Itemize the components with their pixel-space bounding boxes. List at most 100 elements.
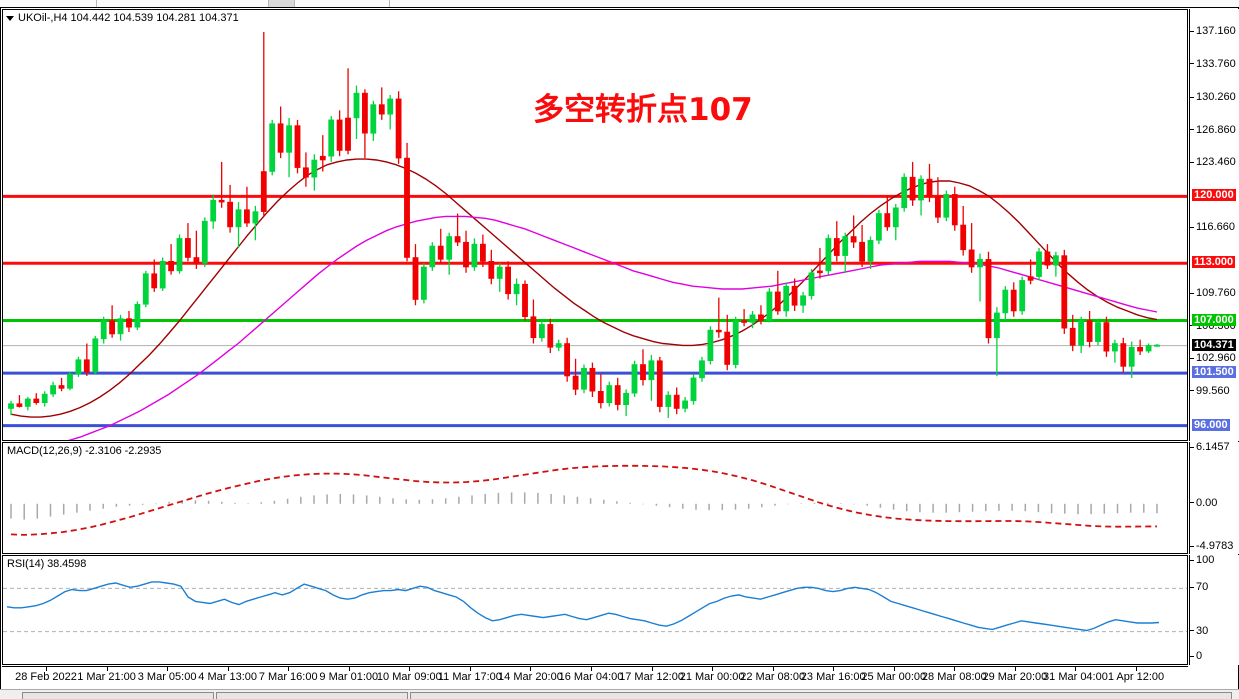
macd-scale[interactable]: 6.1457 0.00 -4.9783: [1189, 442, 1239, 554]
price-level-tag[interactable]: 101.500: [1192, 366, 1236, 379]
taskbar-item-3[interactable]: [410, 692, 1232, 699]
candle-body: [302, 167, 309, 178]
rsi-chart-svg: [3, 581, 1187, 633]
candle-body: [488, 261, 495, 279]
time-axis-label: 31 Mar 04:00: [1043, 671, 1108, 683]
time-tick: [833, 667, 835, 671]
candle-body: [277, 123, 284, 153]
candle-body: [336, 119, 343, 151]
candle-body: [1128, 346, 1135, 367]
candle-body: [614, 385, 621, 405]
candle-body: [142, 273, 149, 305]
triangle-down-icon[interactable]: [6, 15, 14, 21]
candle-body: [749, 314, 756, 323]
candle-body: [623, 392, 629, 406]
time-axis-label: 28 Mar 08:00: [921, 671, 987, 683]
price-level-tag[interactable]: 107.000: [1192, 313, 1236, 326]
candle-body: [960, 224, 967, 251]
symbol-header: UKOil-,H4 104.442 104.539 104.281 104.37…: [6, 12, 239, 24]
macd-tick: -4.9783: [1190, 541, 1233, 552]
candle-body: [934, 196, 941, 218]
candle-body: [850, 236, 857, 243]
toolbar-group-5[interactable]: [390, 0, 1239, 7]
candle-body: [378, 104, 385, 115]
candle-body: [269, 123, 276, 172]
candle-body: [724, 331, 731, 365]
candle-body: [682, 400, 688, 409]
candle-body: [387, 98, 394, 115]
candle-body: [353, 92, 360, 119]
candle-body: [134, 303, 141, 328]
time-axis-label: 22 Mar 08:00: [740, 671, 806, 683]
price-pane[interactable]: [2, 9, 1188, 441]
candle-body: [538, 324, 545, 339]
candle-body: [1053, 255, 1059, 266]
candle-body: [800, 295, 806, 306]
candle-body: [471, 243, 478, 268]
time-axis-label: 9 Mar 01:00: [319, 671, 379, 683]
candle-body: [606, 385, 613, 404]
rsi-tick: 100: [1190, 555, 1214, 566]
candle-body: [235, 209, 242, 228]
time-tick: [1075, 667, 1077, 671]
candle-body: [1145, 345, 1152, 352]
macd-chart-svg: [10, 464, 1158, 536]
time-tick: [1014, 667, 1016, 671]
candle-body: [117, 318, 124, 335]
taskbar-item-1[interactable]: [22, 692, 214, 699]
price-level-tag[interactable]: 96.000: [1192, 418, 1230, 431]
time-axis-label: 3 Mar 05:00: [137, 671, 197, 683]
time-tick: [651, 667, 653, 671]
candle-body: [1027, 276, 1034, 281]
candle-body: [1112, 343, 1118, 352]
time-tick: [954, 667, 956, 671]
time-tick: [893, 667, 895, 671]
taskbar-strip[interactable]: [0, 689, 1239, 699]
candle-body: [901, 176, 908, 209]
candle-body: [252, 211, 259, 224]
candle-body: [943, 194, 950, 218]
rsi-scale[interactable]: 100 70 30 0: [1189, 555, 1239, 665]
candle-body: [597, 390, 604, 404]
candle-body: [361, 92, 368, 134]
candle-body: [1103, 322, 1110, 352]
candle-body: [1036, 251, 1042, 277]
candle-body: [673, 394, 680, 409]
candle-body: [83, 359, 90, 373]
toolbar-group-3[interactable]: [269, 0, 295, 7]
price-scale[interactable]: 137.160 133.760 130.260 126.860 123.460 116.6…: [1189, 9, 1239, 441]
candle-body: [1069, 327, 1076, 346]
candle-body: [816, 270, 823, 274]
candle-body: [58, 385, 65, 389]
time-tick: [530, 667, 532, 671]
time-tick: [46, 667, 47, 671]
candle-body: [496, 266, 503, 279]
toolbar-group-1[interactable]: [0, 0, 97, 7]
rsi-pane[interactable]: RSI(14) 38.4598: [2, 555, 1188, 665]
price-level-tag[interactable]: 120.000: [1192, 189, 1236, 202]
rsi-tick: 70: [1190, 582, 1208, 593]
candle-body: [193, 257, 200, 264]
candle-body: [699, 360, 705, 379]
time-tick: [409, 667, 411, 671]
macd-label: MACD(12,26,9) -2.3106 -2.2935: [7, 445, 162, 457]
candle-body: [808, 272, 815, 296]
candle-body: [522, 283, 528, 318]
rsi-tick: 0: [1190, 651, 1202, 662]
taskbar-item-2[interactable]: [216, 692, 408, 699]
candle-body: [420, 266, 427, 300]
candle-body: [479, 243, 486, 262]
candle-body: [67, 373, 73, 389]
time-axis[interactable]: 28 Feb 2022 1 Mar 21:00 3 Mar 05:00 4 Mar 1…: [2, 666, 1188, 689]
candle-body: [505, 266, 511, 295]
toolbar-group-4[interactable]: [295, 0, 390, 7]
macd-pane[interactable]: MACD(12,26,9) -2.3106 -2.2935: [2, 442, 1188, 554]
chart-annotation-text[interactable]: 多空转折点107: [533, 92, 753, 128]
toolbar-group-2[interactable]: [97, 0, 269, 7]
time-axis-label: 21 Mar 00:00: [679, 671, 745, 683]
price-level-tag[interactable]: 104.371: [1192, 338, 1236, 351]
price-level-tag[interactable]: 113.000: [1192, 256, 1236, 269]
candle-body: [404, 157, 410, 258]
rsi-label: RSI(14) 38.4598: [7, 558, 87, 570]
candle-body: [1086, 320, 1093, 342]
